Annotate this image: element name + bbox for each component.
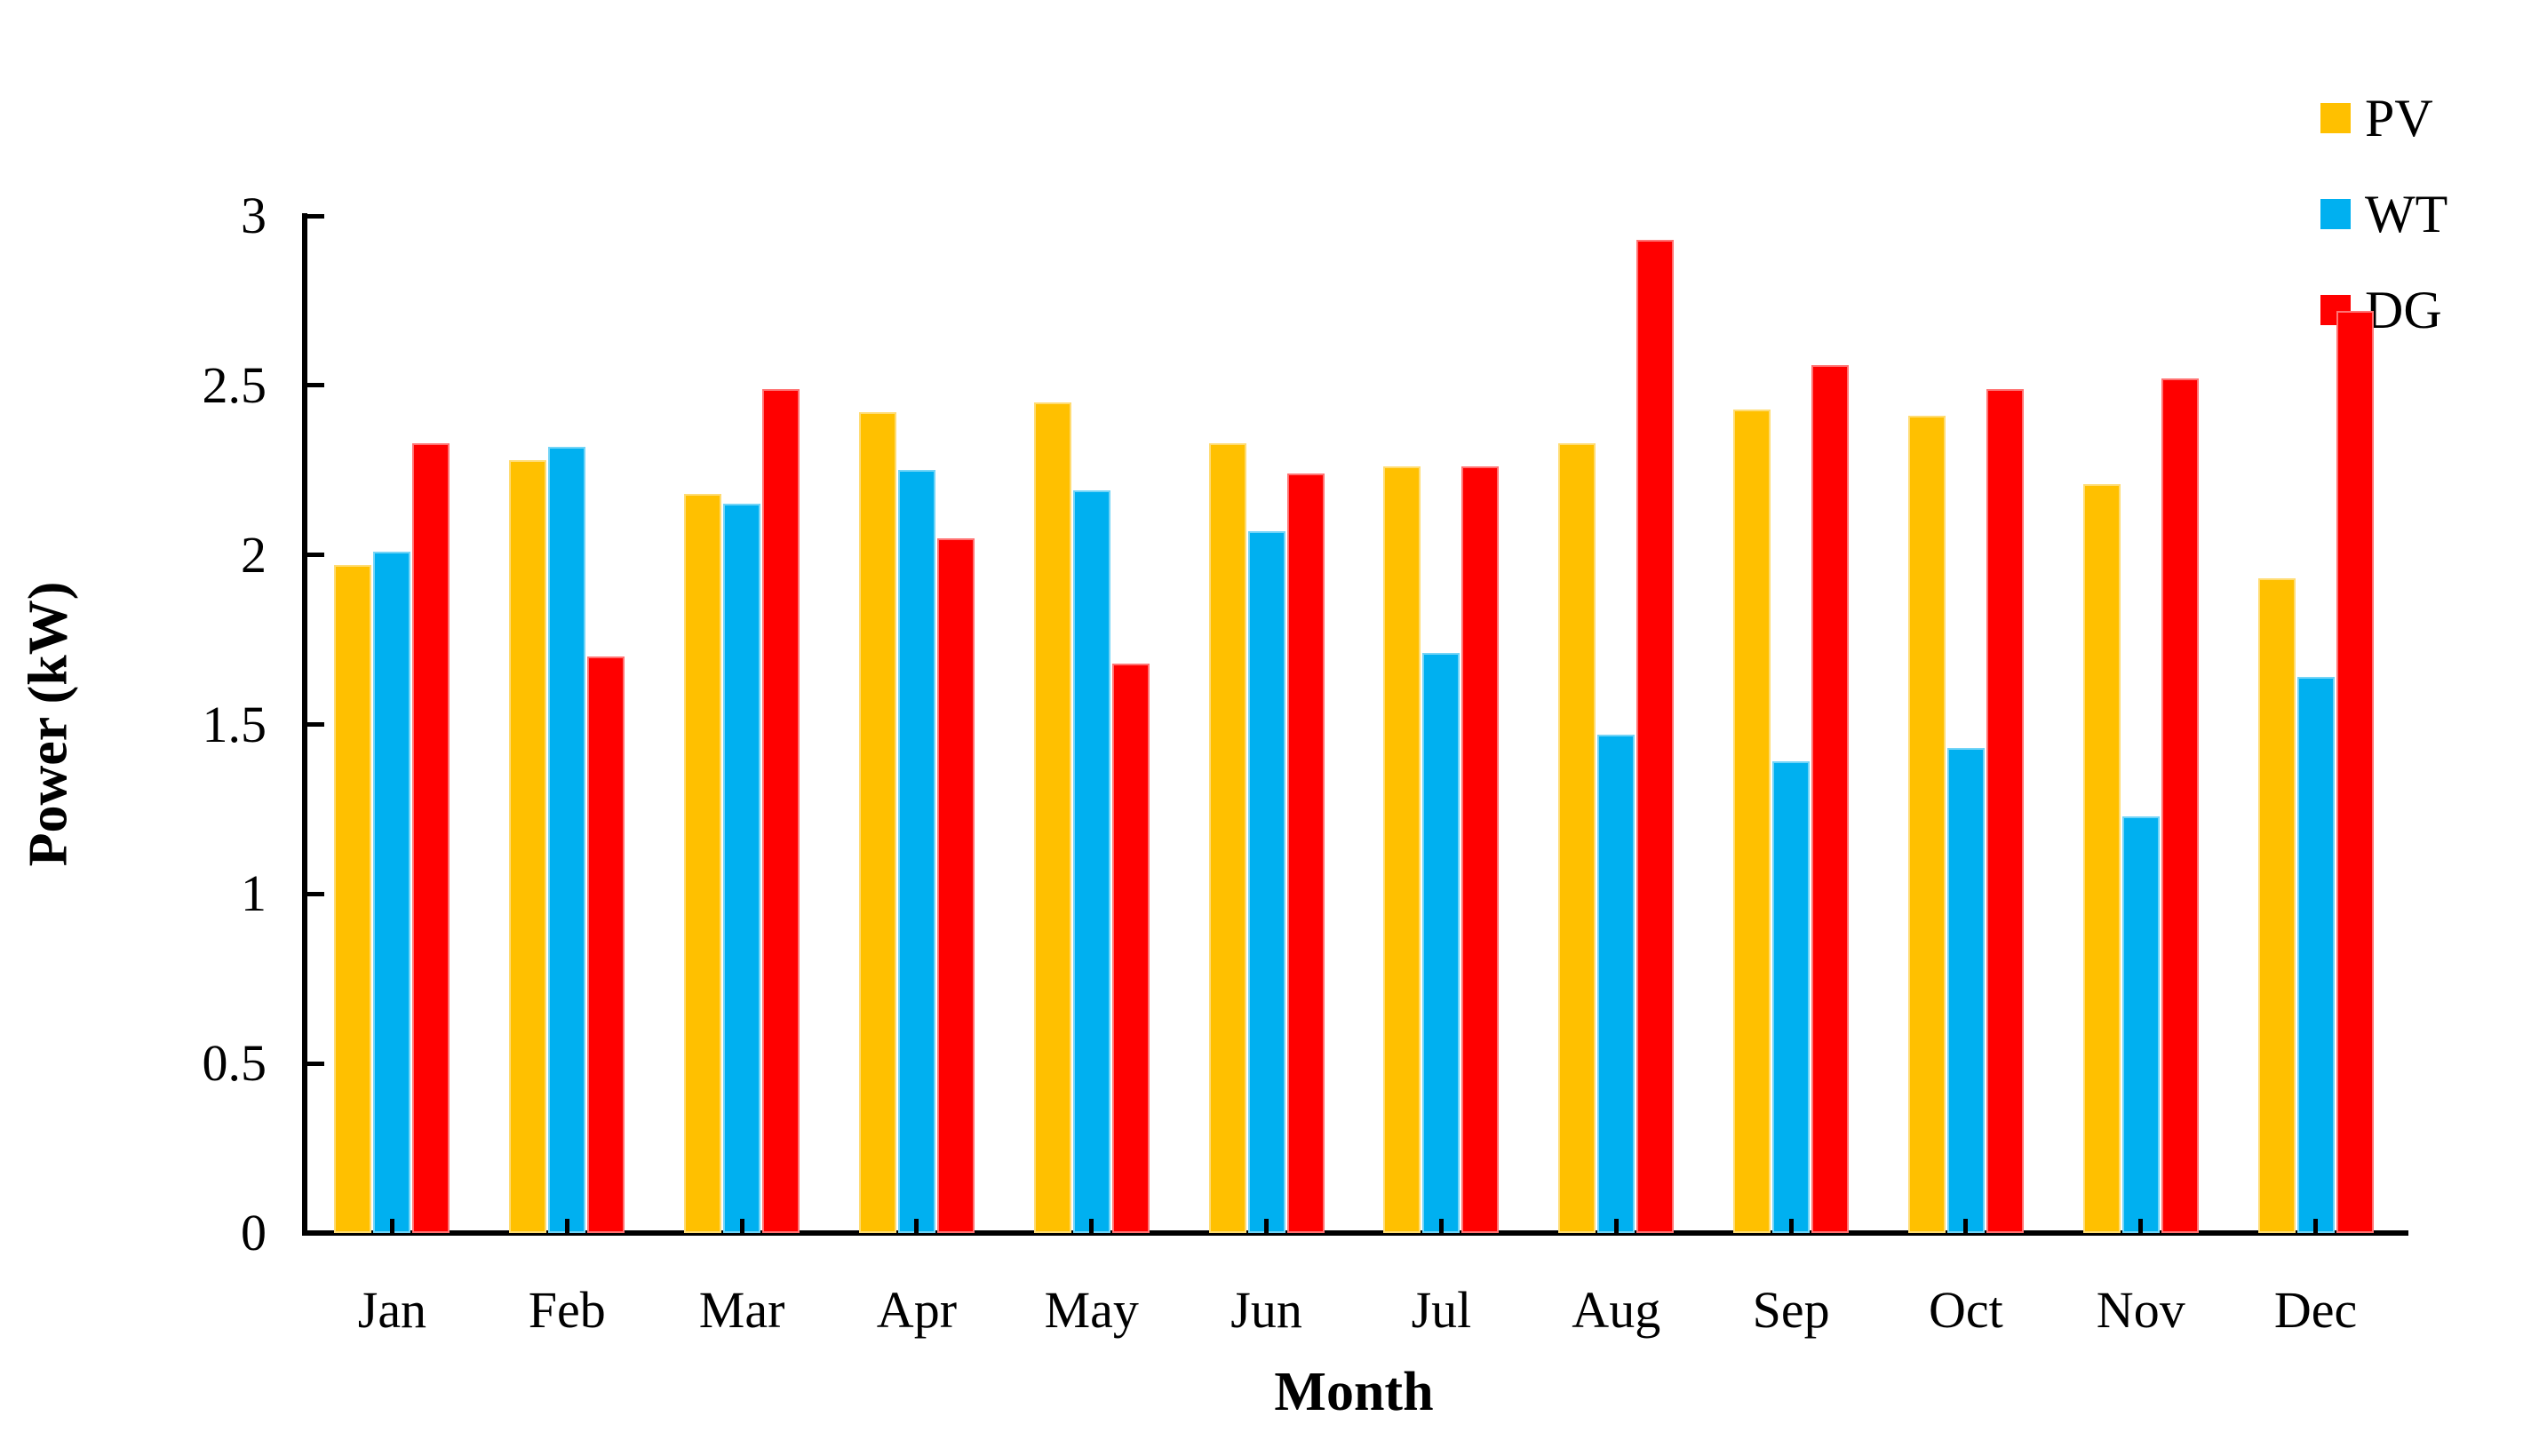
bar-pv-aug xyxy=(1558,442,1596,1233)
x-tick-jun xyxy=(1264,1219,1269,1233)
x-tick-dec xyxy=(2313,1219,2319,1233)
bar-dg-nov xyxy=(2161,378,2199,1233)
x-tick-feb xyxy=(564,1219,569,1233)
y-tick-1 xyxy=(305,891,324,896)
x-tick-sep xyxy=(1788,1219,1794,1233)
bar-pv-feb xyxy=(509,459,547,1233)
x-label-jun: Jun xyxy=(1230,1281,1302,1339)
y-tick-label-0.5: 0.5 xyxy=(202,1034,267,1093)
x-label-may: May xyxy=(1044,1281,1139,1339)
bar-pv-apr xyxy=(858,412,896,1233)
y-axis-title: Power (kW) xyxy=(18,581,79,867)
legend-swatch-wt xyxy=(2320,199,2351,229)
bar-wt-nov xyxy=(2121,816,2160,1233)
x-label-mar: Mar xyxy=(698,1281,785,1339)
bar-wt-aug xyxy=(1597,734,1636,1233)
y-tick-0.5 xyxy=(305,1061,324,1066)
legend-label-pv: PV xyxy=(2365,89,2433,147)
bar-dg-mar xyxy=(762,388,800,1233)
y-tick-label-2: 2 xyxy=(241,525,267,584)
bar-dg-oct xyxy=(1986,388,2024,1233)
bar-dg-sep xyxy=(1811,364,1850,1233)
x-label-jul: Jul xyxy=(1411,1281,1472,1339)
y-tick-label-2.5: 2.5 xyxy=(202,355,267,414)
x-tick-nov xyxy=(2138,1219,2144,1233)
bar-wt-may xyxy=(1072,490,1110,1233)
x-label-apr: Apr xyxy=(876,1281,958,1339)
x-label-oct: Oct xyxy=(1929,1281,2003,1339)
bar-pv-mar xyxy=(684,493,722,1233)
legend-item-dg: DG xyxy=(2320,283,2442,337)
y-tick-label-3: 3 xyxy=(241,187,267,244)
y-tick-1.5 xyxy=(305,722,324,727)
bar-pv-sep xyxy=(1733,409,1771,1233)
bar-dg-may xyxy=(1111,663,1150,1233)
bar-dg-apr xyxy=(936,537,975,1233)
bar-wt-jul xyxy=(1422,653,1460,1233)
bar-dg-jun xyxy=(1286,473,1325,1233)
bar-dg-jul xyxy=(1461,466,1500,1233)
bar-wt-mar xyxy=(723,504,761,1233)
legend-item-wt: WT xyxy=(2320,187,2447,241)
bar-dg-dec xyxy=(2336,310,2374,1233)
bar-wt-jun xyxy=(1247,530,1285,1233)
bar-pv-jun xyxy=(1208,442,1246,1233)
y-tick-label-1: 1 xyxy=(241,864,267,923)
bar-wt-sep xyxy=(1772,761,1811,1233)
legend-swatch-pv xyxy=(2320,103,2351,133)
bar-dg-aug xyxy=(1636,239,1675,1233)
x-label-nov: Nov xyxy=(2096,1281,2185,1339)
bar-pv-oct xyxy=(1907,416,1946,1233)
x-label-aug: Aug xyxy=(1572,1281,1661,1339)
x-tick-mar xyxy=(739,1219,744,1233)
y-tick-3 xyxy=(305,213,324,219)
bar-pv-dec xyxy=(2257,578,2296,1233)
x-label-jan: Jan xyxy=(357,1281,427,1339)
x-tick-apr xyxy=(914,1219,919,1233)
x-label-feb: Feb xyxy=(528,1281,606,1339)
bar-pv-nov xyxy=(2082,483,2121,1233)
bar-pv-jul xyxy=(1383,466,1421,1233)
x-tick-may xyxy=(1089,1219,1094,1233)
x-tick-aug xyxy=(1613,1219,1619,1233)
x-tick-oct xyxy=(1963,1219,1969,1233)
x-tick-jul xyxy=(1438,1219,1444,1233)
bar-pv-may xyxy=(1033,402,1071,1233)
y-tick-label-0: 0 xyxy=(241,1204,267,1261)
bar-wt-oct xyxy=(1946,748,1985,1233)
bar-wt-feb xyxy=(548,446,586,1233)
x-tick-jan xyxy=(389,1219,394,1233)
bar-wt-apr xyxy=(897,470,935,1233)
bar-wt-dec xyxy=(2296,677,2335,1233)
y-tick-2.5 xyxy=(305,383,324,388)
bar-dg-jan xyxy=(412,442,450,1233)
y-tick-0 xyxy=(305,1230,324,1236)
bar-wt-jan xyxy=(373,551,411,1233)
x-label-dec: Dec xyxy=(2273,1281,2358,1339)
x-label-sep: Sep xyxy=(1752,1281,1830,1339)
bar-dg-feb xyxy=(587,656,625,1233)
x-axis-line xyxy=(302,1230,2408,1236)
legend-label-wt: WT xyxy=(2365,185,2448,243)
x-axis-title: Month xyxy=(1274,1362,1434,1422)
legend-label-dg: DG xyxy=(2365,281,2442,339)
legend-item-pv: PV xyxy=(2320,91,2433,145)
y-tick-2 xyxy=(305,553,324,558)
y-tick-label-1.5: 1.5 xyxy=(202,695,267,753)
bar-pv-jan xyxy=(334,565,372,1233)
